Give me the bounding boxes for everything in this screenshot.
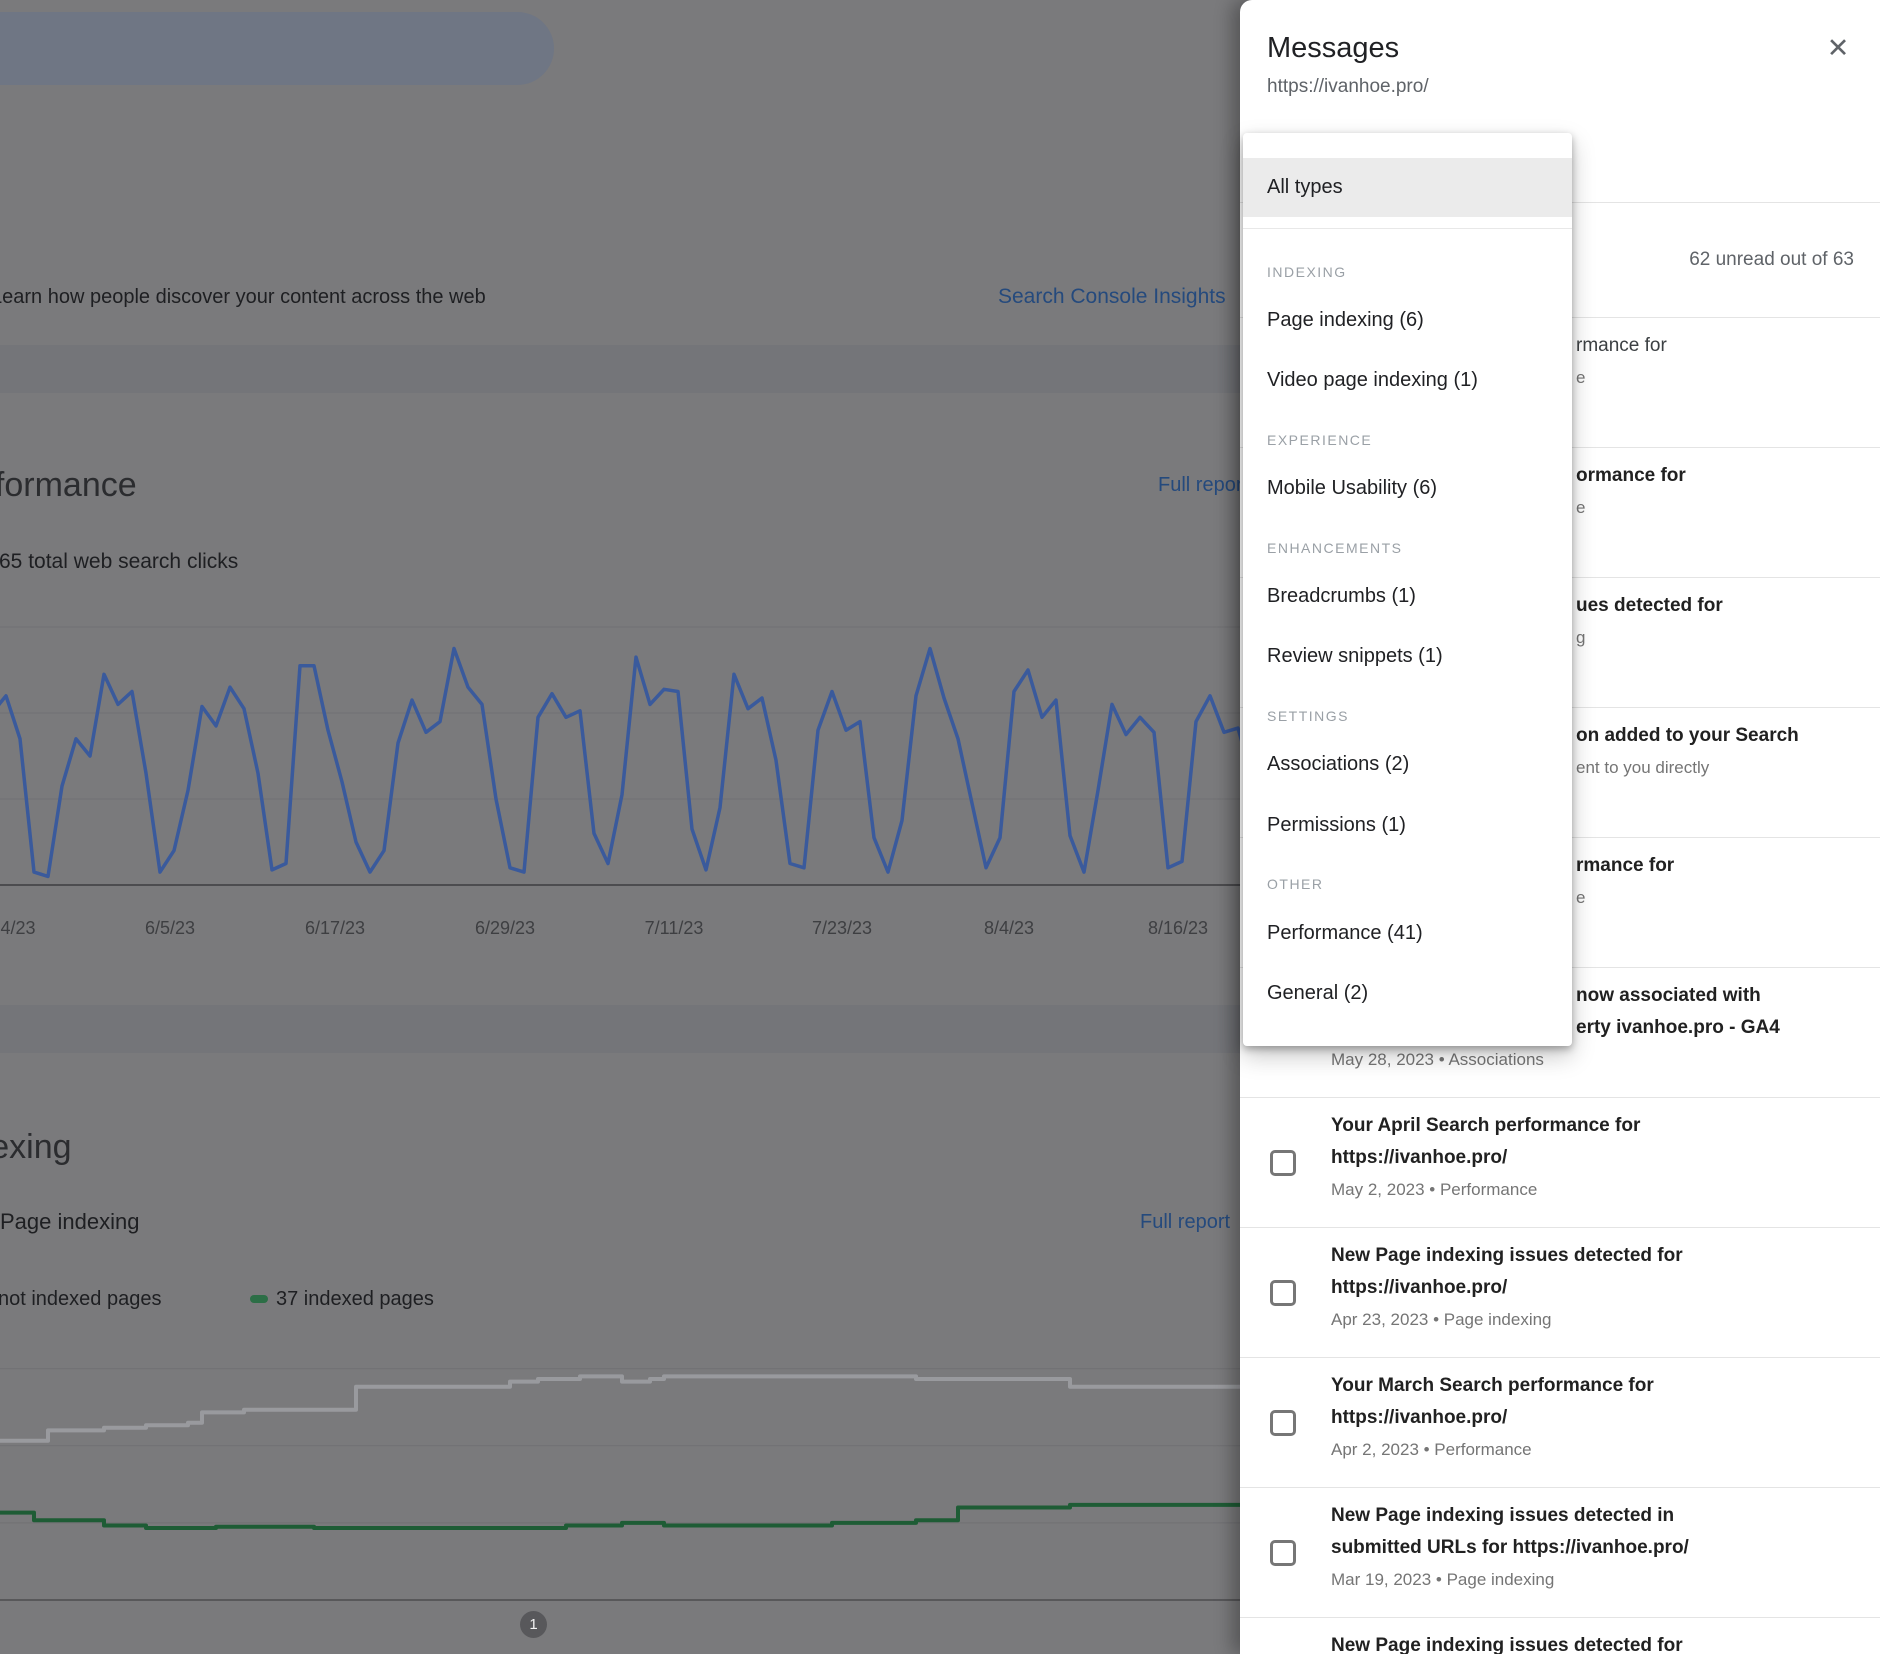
x-axis-label: 6/5/23 — [144, 918, 196, 938]
message-date: e — [1576, 888, 1586, 907]
message-date: Apr 2, 2023 • Performance — [1331, 1440, 1532, 1459]
message-checkbox[interactable] — [1270, 1539, 1296, 1566]
pagination-page-1[interactable]: 1 — [520, 1611, 547, 1638]
filter-option-all-types[interactable]: All types — [1243, 158, 1572, 217]
message-type-filter-dropdown: All types INDEXING Page indexing (6) Video… — [1243, 133, 1572, 1046]
unread-count: 62 unread out of 63 — [1689, 249, 1854, 270]
message-title: rmance for — [1576, 335, 1667, 356]
message-date: Mar 19, 2023 • Page indexing — [1331, 1570, 1555, 1589]
message-title: https://ivanhoe.pro/ — [1331, 1147, 1508, 1168]
message-title: ues detected for — [1576, 595, 1723, 616]
filter-option[interactable]: Review snippets (1) — [1267, 644, 1443, 667]
legend-not-indexed-label: not indexed pages — [0, 1288, 162, 1310]
message-date: g — [1576, 628, 1586, 647]
x-axis-label: 8/4/23 — [983, 918, 1035, 938]
close-icon: ✕ — [1826, 32, 1850, 63]
x-axis-label: 6/17/23 — [304, 918, 366, 938]
message-date: e — [1576, 368, 1586, 387]
performance-line-chart — [0, 626, 1250, 886]
close-button[interactable]: ✕ — [1818, 28, 1858, 68]
filter-option[interactable]: Mobile Usability (6) — [1267, 476, 1438, 499]
x-axis-label: 8/16/23 — [1147, 918, 1209, 938]
message-row[interactable]: New Page indexing issues detected for htt… — [1240, 1228, 1880, 1358]
message-title: Your April Search performance for — [1331, 1115, 1641, 1136]
search-console-insights-link[interactable]: Search Console Insights — [998, 285, 1226, 308]
filter-section-header: OTHER — [1267, 876, 1324, 892]
indexing-full-report-link[interactable]: Full report — [1140, 1211, 1231, 1233]
message-row[interactable]: Your April Search performance for https:/… — [1240, 1098, 1880, 1228]
message-checkbox[interactable] — [1270, 1409, 1296, 1436]
section-gap — [0, 345, 1250, 393]
legend-indexed-label: 37 indexed pages — [276, 1288, 434, 1310]
indexing-line-chart — [0, 1368, 1250, 1601]
filter-section-header: ENHANCEMENTS — [1267, 540, 1403, 556]
x-axis-label: 7/11/23 — [644, 918, 704, 938]
message-row[interactable]: on added to your Search ent to you direct… — [1240, 708, 1880, 838]
dropdown-divider — [1243, 228, 1572, 229]
filter-option[interactable]: Associations (2) — [1267, 752, 1410, 775]
search-bar[interactable] — [0, 12, 554, 85]
message-title: https://ivanhoe.pro/ — [1331, 1407, 1508, 1428]
message-title: submitted URLs for https://ivanhoe.pro/ — [1331, 1537, 1689, 1558]
filter-option[interactable]: Page indexing (6) — [1267, 308, 1424, 331]
filter-section-header: EXPERIENCE — [1267, 432, 1373, 448]
filter-section-header: INDEXING — [1267, 264, 1347, 280]
message-row[interactable]: New Page indexing issues detected for — [1240, 1618, 1880, 1654]
filter-option[interactable]: Video page indexing (1) — [1267, 368, 1478, 391]
message-date: May 2, 2023 • Performance — [1331, 1180, 1538, 1199]
message-title: New Page indexing issues detected in — [1331, 1505, 1675, 1526]
property-url: https://ivanhoe.pro/ — [1267, 76, 1429, 97]
message-date: ent to you directly — [1576, 758, 1710, 777]
filter-option[interactable]: Breadcrumbs (1) — [1267, 584, 1416, 607]
message-checkbox[interactable] — [1270, 1279, 1296, 1306]
message-list: rmance for e ormance for e ues detected for g… — [1240, 318, 1880, 1654]
message-date: e — [1576, 498, 1586, 517]
messages-title: Messages — [1267, 32, 1400, 64]
message-title: Your March Search performance for — [1331, 1375, 1654, 1396]
message-title: New Page indexing issues detected for — [1331, 1635, 1683, 1654]
section-gap — [0, 1005, 1250, 1053]
message-title: New Page indexing issues detected for — [1331, 1245, 1683, 1266]
message-title: rmance for — [1576, 855, 1675, 876]
filter-option[interactable]: Permissions (1) — [1267, 813, 1406, 836]
message-title: ormance for — [1576, 465, 1686, 486]
filter-option[interactable]: General (2) — [1267, 981, 1369, 1004]
performance-full-report-link[interactable]: Full report — [1158, 474, 1249, 496]
message-title: https://ivanhoe.pro/ — [1331, 1277, 1508, 1298]
x-axis-label: 7/23/23 — [811, 918, 873, 938]
message-date: May 28, 2023 • Associations — [1331, 1050, 1544, 1069]
message-date: Apr 23, 2023 • Page indexing — [1331, 1310, 1552, 1329]
message-title: now associated with — [1576, 985, 1761, 1006]
filter-section-header: SETTINGS — [1267, 708, 1350, 724]
indexing-heading: Indexing — [0, 1128, 72, 1166]
message-title: erty ivanhoe.pro - GA4 — [1576, 1017, 1780, 1038]
message-checkbox[interactable] — [1270, 1149, 1296, 1176]
page-indexing-card-title: Page indexing — [0, 1209, 140, 1234]
total-clicks-label: 65 total web search clicks — [0, 550, 239, 573]
performance-heading: Performance — [0, 466, 137, 504]
message-row[interactable]: New Page indexing issues detected in subm… — [1240, 1488, 1880, 1618]
legend-indexed-dash-icon — [250, 1295, 268, 1303]
message-title: on added to your Search — [1576, 725, 1799, 746]
x-axis-label: 4/23 — [0, 918, 36, 938]
x-axis-label: 6/29/23 — [474, 918, 536, 938]
message-row[interactable]: Your March Search performance for https:/… — [1240, 1358, 1880, 1488]
insights-promo-text: Learn how people discover your content a… — [0, 286, 486, 308]
filter-option[interactable]: Performance (41) — [1267, 921, 1423, 944]
